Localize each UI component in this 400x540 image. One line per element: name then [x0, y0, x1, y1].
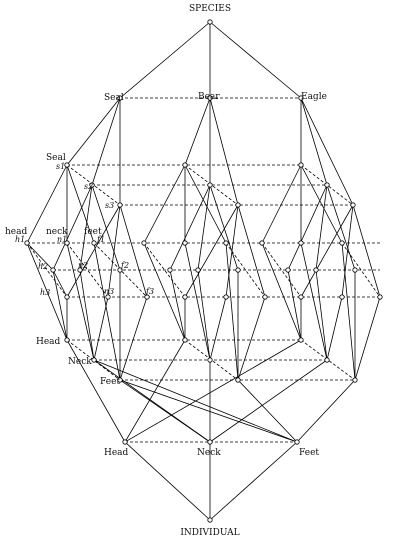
label-h3: h3: [40, 288, 50, 297]
label-seal: Seal: [104, 93, 124, 103]
lattice-nodes: [24, 19, 383, 523]
label-s1: s1: [56, 162, 65, 171]
label-neck-bottom: Neck: [197, 448, 221, 458]
label-neck-part: neck: [46, 227, 68, 237]
label-neck-mid: Neck: [68, 357, 92, 367]
label-n3: n3: [104, 287, 114, 296]
label-h2: h2: [38, 262, 48, 271]
label-individual: INDIVIDUAL: [180, 528, 239, 538]
label-s3: s3: [105, 201, 114, 210]
label-s2: s2: [84, 182, 93, 191]
label-f1: f1: [96, 235, 105, 244]
label-seal-part: Seal: [46, 153, 66, 163]
node-feet: [294, 439, 300, 445]
node-species: [207, 19, 213, 25]
label-head-part: head: [5, 227, 27, 237]
node-eagle: [298, 95, 304, 101]
label-n2: n2: [78, 261, 88, 270]
label-eagle: Eagle: [301, 92, 327, 102]
label-f3: f3: [145, 287, 154, 296]
label-bear: Bear: [198, 92, 220, 102]
label-h1: h1: [15, 235, 25, 244]
label-feet-part: feet: [84, 227, 102, 237]
label-head-mid: Head: [36, 337, 61, 347]
label-n1: n1: [57, 235, 67, 244]
label-feet-bottom: Feet: [299, 448, 319, 458]
node-neck: [207, 439, 213, 445]
node-seal: [117, 95, 123, 101]
label-f2: f2: [120, 261, 129, 270]
node-bear: [207, 95, 213, 101]
node-head: [122, 439, 128, 445]
label-head-bottom: Head: [104, 448, 129, 458]
labels: SPECIES Seal Bear Eagle Seal s1 s2 s3 he…: [5, 4, 327, 538]
label-species: SPECIES: [189, 4, 231, 14]
node-individual: [207, 517, 213, 523]
label-feet-mid: Feet: [100, 377, 120, 387]
